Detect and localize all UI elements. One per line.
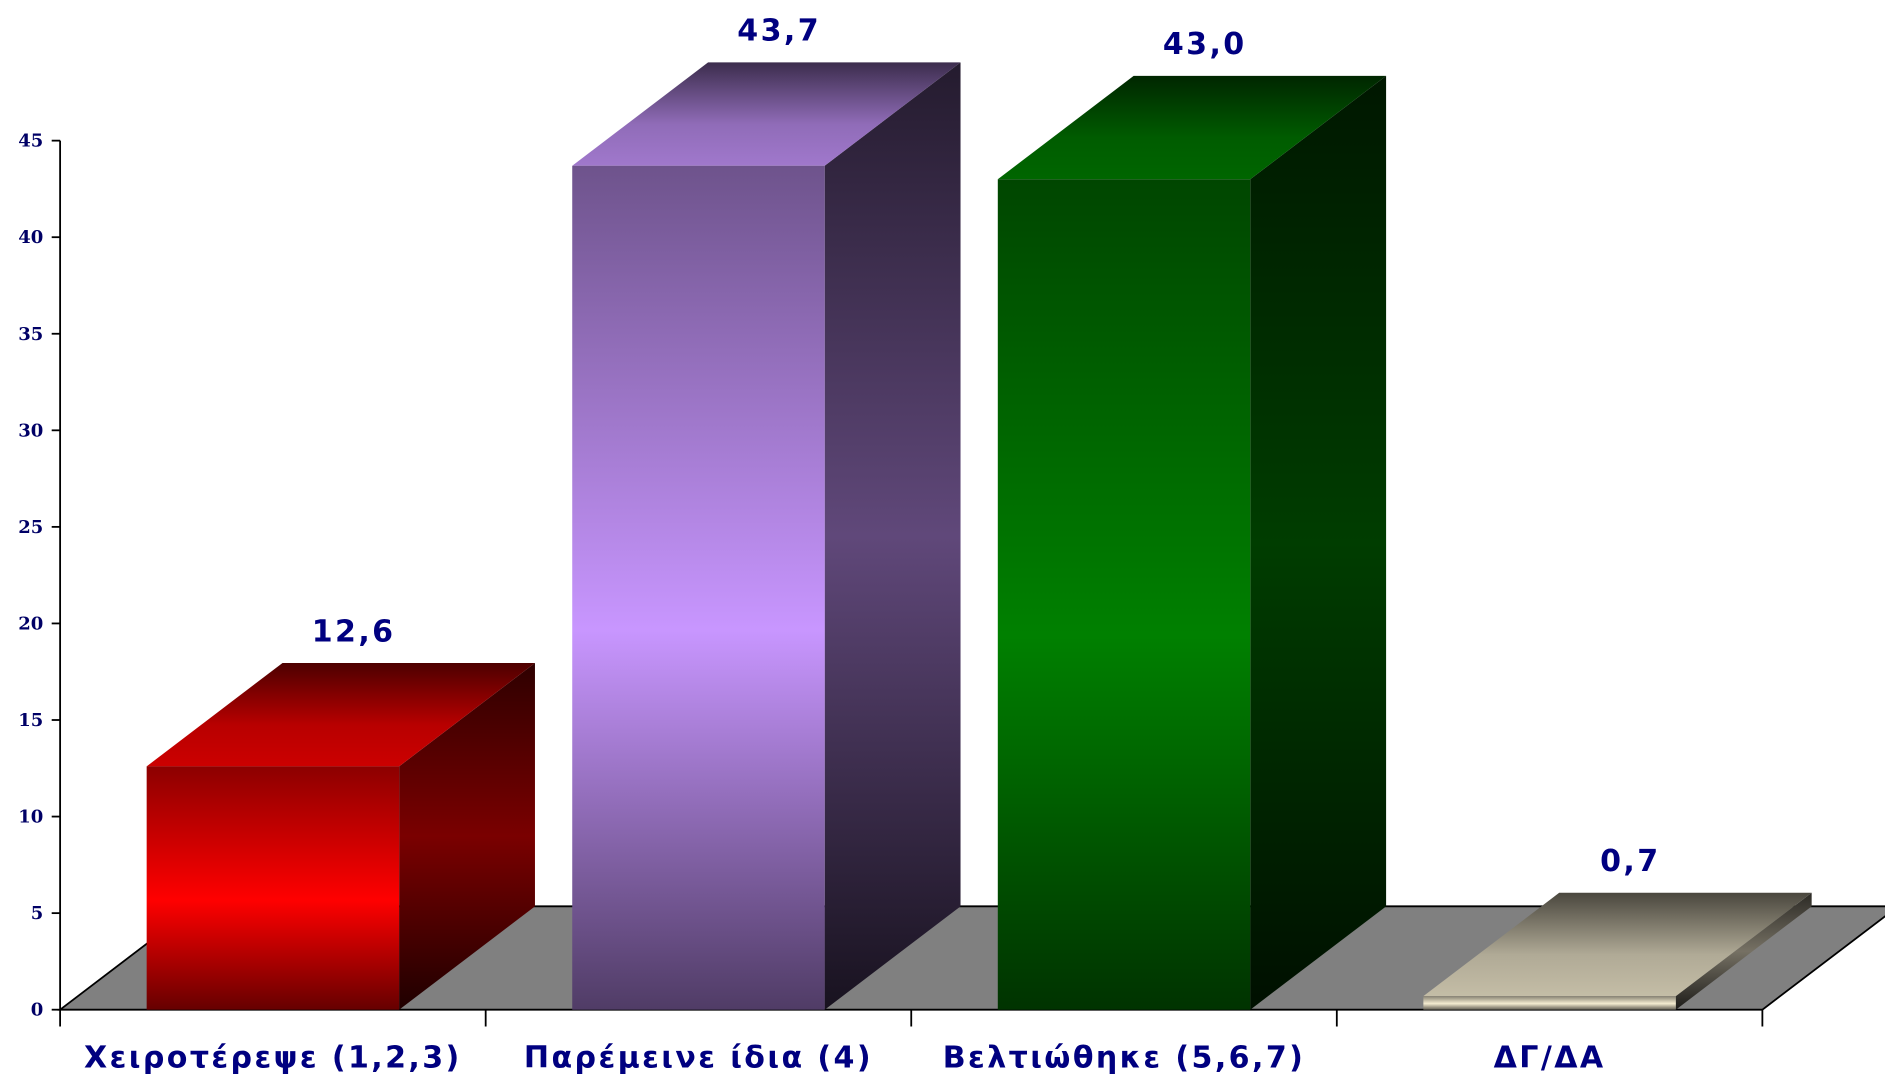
y-tick-label: 35 xyxy=(18,324,43,345)
bar xyxy=(572,62,961,1010)
y-tick-label: 45 xyxy=(18,131,43,152)
x-tick-label: Χειροτέρεψε (1,2,3) xyxy=(84,1040,462,1075)
data-label: 43,0 xyxy=(1163,27,1247,62)
bar xyxy=(997,75,1387,1010)
bars-group xyxy=(146,62,1812,1010)
bar-front xyxy=(1423,996,1676,1010)
labels-group: 12,6 Χειροτέρεψε (1,2,3) 43,7 Παρέμεινε ίδι… xyxy=(84,14,1660,1076)
bar-top xyxy=(1423,892,1812,997)
bar-side xyxy=(824,62,961,1010)
data-label: 43,7 xyxy=(737,14,821,49)
y-tick-label: 5 xyxy=(31,903,44,924)
bar-side xyxy=(1675,892,1812,1010)
y-tick-label: 25 xyxy=(18,517,43,538)
y-tick-label: 15 xyxy=(18,710,43,731)
bar xyxy=(1423,892,1812,1010)
bar-side xyxy=(399,662,535,1010)
y-tick-label: 30 xyxy=(18,420,43,441)
bar-front xyxy=(997,179,1251,1010)
bar-top xyxy=(572,62,961,166)
bar-top xyxy=(997,75,1387,180)
y-tick-label: 40 xyxy=(18,227,43,248)
bar-front xyxy=(572,165,825,1010)
y-tick-label: 20 xyxy=(18,613,43,634)
y-axis: 0 5 10 15 20 25 30 35 40 45 xyxy=(18,131,1764,1027)
y-tick-label: 10 xyxy=(18,807,43,828)
bar xyxy=(146,662,535,1010)
bar-side xyxy=(1250,75,1387,1010)
bar-front xyxy=(146,766,400,1010)
data-label: 0,7 xyxy=(1600,844,1660,879)
x-tick-label: Παρέμεινε ίδια (4) xyxy=(524,1040,873,1075)
data-label: 12,6 xyxy=(312,614,396,649)
y-tick-label: 0 xyxy=(31,1000,44,1021)
bar-top xyxy=(146,662,535,767)
x-tick-label: Βελτιώθηκε (5,6,7) xyxy=(943,1040,1306,1075)
x-tick-label: ΔΓ/ΔΑ xyxy=(1494,1040,1606,1075)
